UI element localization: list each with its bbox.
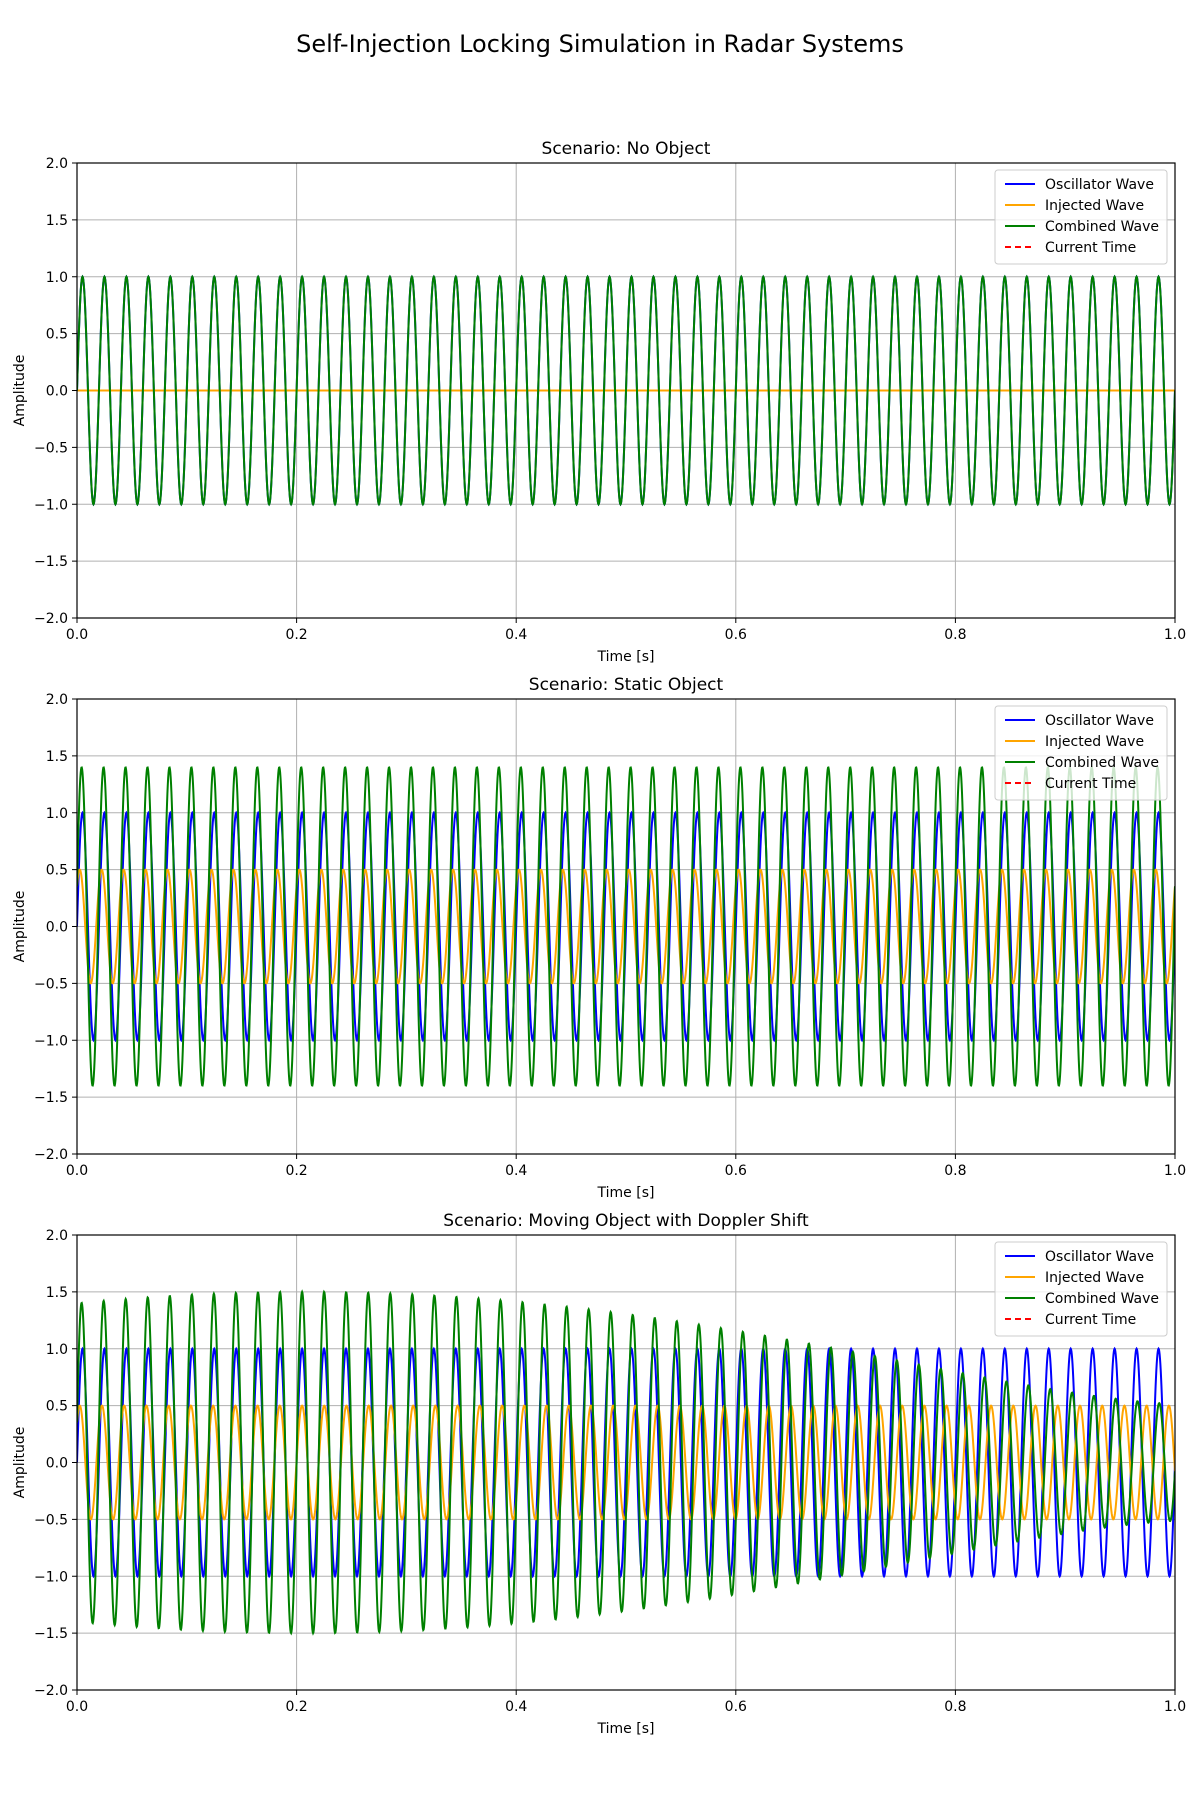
static-object-x-tick-label: 0.2 bbox=[285, 1163, 307, 1179]
moving-object-legend-label-oscillator-wave: Oscillator Wave bbox=[1045, 1249, 1154, 1265]
moving-object-combined-wave-line bbox=[77, 1289, 1175, 1636]
moving-object-x-tick-label: 0.8 bbox=[944, 1699, 966, 1715]
subplot-moving-object: 0.0 0.2 0.4 0.6 0.8 1.0 −2.0 −1.5 −1.0 −0.5 0.0 0.5… bbox=[12, 1211, 1186, 1737]
moving-object-x-tick-label: 0.4 bbox=[505, 1699, 527, 1715]
no-object-y-axis-label: Amplitude bbox=[12, 355, 28, 427]
static-object-y-tick-label: −1.0 bbox=[34, 1033, 68, 1049]
static-object-y-axis-label: Amplitude bbox=[12, 891, 28, 963]
static-object-y-tick-label: −2.0 bbox=[34, 1147, 68, 1163]
no-object-y-tick-label: −1.0 bbox=[34, 497, 68, 513]
moving-object-oscillator-wave-line bbox=[77, 1346, 1175, 1579]
moving-object-y-tick-label: 2.0 bbox=[46, 1228, 68, 1244]
no-object-legend: Oscillator Wave Injected Wave Combined Wav… bbox=[994, 169, 1168, 265]
moving-object-y-tick-label: 0.5 bbox=[46, 1399, 68, 1415]
static-object-legend-label-oscillator-wave: Oscillator Wave bbox=[1045, 713, 1154, 729]
no-object-x-tick-label: 0.0 bbox=[66, 627, 88, 643]
figure-title: Self-Injection Locking Simulation in Rad… bbox=[296, 30, 904, 58]
no-object-y-tick-label: 0.0 bbox=[46, 384, 68, 400]
no-object-x-axis-label: Time [s] bbox=[597, 649, 655, 665]
no-object-y-tick-label: 0.5 bbox=[46, 327, 68, 343]
static-object-y-tick-label: −1.5 bbox=[34, 1090, 68, 1106]
static-object-x-tick-label: 0.4 bbox=[505, 1163, 527, 1179]
moving-object-legend-box bbox=[994, 1241, 1168, 1337]
no-object-x-tick-label: 1.0 bbox=[1164, 627, 1186, 643]
static-object-y-tick-label: 0.0 bbox=[46, 920, 68, 936]
static-object-x-tick-label: 0.0 bbox=[66, 1163, 88, 1179]
moving-object-legend: Oscillator Wave Injected Wave Combined Wav… bbox=[994, 1241, 1168, 1337]
moving-object-y-tick-label: 1.5 bbox=[46, 1285, 68, 1301]
no-object-y-tick-label: −0.5 bbox=[34, 440, 68, 456]
static-object-x-tick-label: 0.8 bbox=[944, 1163, 966, 1179]
static-object-y-tick-label: −0.5 bbox=[34, 976, 68, 992]
static-object-y-tick-label: 2.0 bbox=[46, 692, 68, 708]
subplot-no-object: 0.0 0.2 0.4 0.6 0.8 1.0 −2.0 −1.5 −1.0 −0.5 0.0 0.5… bbox=[12, 139, 1186, 665]
no-object-y-tick-label: −1.5 bbox=[34, 554, 68, 570]
no-object-combined-wave-line bbox=[77, 274, 1175, 507]
moving-object-series-lines bbox=[77, 1289, 1175, 1636]
no-object-legend-label-current-time: Current Time bbox=[1045, 240, 1136, 256]
moving-object-y-tick-label: 0.0 bbox=[46, 1456, 68, 1472]
no-object-legend-box bbox=[994, 169, 1168, 265]
no-object-title: Scenario: No Object bbox=[542, 139, 711, 159]
no-object-x-tick-label: 0.8 bbox=[944, 627, 966, 643]
moving-object-legend-label-current-time: Current Time bbox=[1045, 1312, 1136, 1328]
no-object-x-tick-label: 0.4 bbox=[505, 627, 527, 643]
no-object-legend-label-combined-wave: Combined Wave bbox=[1045, 219, 1159, 235]
static-object-title: Scenario: Static Object bbox=[529, 675, 724, 695]
moving-object-y-tick-label: −1.5 bbox=[34, 1626, 68, 1642]
moving-object-x-tick-label: 0.6 bbox=[725, 1699, 747, 1715]
moving-object-y-tick-label: −1.0 bbox=[34, 1569, 68, 1585]
moving-object-y-tick-label: 1.0 bbox=[46, 1342, 68, 1358]
no-object-legend-label-injected-wave: Injected Wave bbox=[1045, 198, 1144, 214]
moving-object-y-axis-label: Amplitude bbox=[12, 1427, 28, 1499]
moving-object-title: Scenario: Moving Object with Doppler Shi… bbox=[443, 1211, 809, 1231]
no-object-legend-label-oscillator-wave: Oscillator Wave bbox=[1045, 177, 1154, 193]
subplot-static-object: 0.0 0.2 0.4 0.6 0.8 1.0 −2.0 −1.5 −1.0 −0.5 0.0 0.5… bbox=[12, 675, 1186, 1201]
moving-object-y-tick-label: −2.0 bbox=[34, 1683, 68, 1699]
no-object-x-tick-label: 0.6 bbox=[725, 627, 747, 643]
no-object-y-tick-label: 1.0 bbox=[46, 270, 68, 286]
moving-object-legend-label-injected-wave: Injected Wave bbox=[1045, 1270, 1144, 1286]
static-object-combined-wave-line bbox=[77, 766, 1175, 1087]
moving-object-y-tick-label: −0.5 bbox=[34, 1512, 68, 1528]
moving-object-x-tick-label: 0.2 bbox=[285, 1699, 307, 1715]
static-object-x-tick-label: 1.0 bbox=[1164, 1163, 1186, 1179]
no-object-y-tick-label: 1.5 bbox=[46, 213, 68, 229]
static-object-x-axis-label: Time [s] bbox=[597, 1185, 655, 1201]
no-object-x-tick-label: 0.2 bbox=[285, 627, 307, 643]
static-object-y-tick-label: 1.0 bbox=[46, 806, 68, 822]
static-object-legend-label-combined-wave: Combined Wave bbox=[1045, 755, 1159, 771]
static-object-legend-box bbox=[994, 705, 1168, 801]
static-object-y-tick-label: 0.5 bbox=[46, 863, 68, 879]
no-object-y-tick-label: 2.0 bbox=[46, 156, 68, 172]
static-object-legend-label-current-time: Current Time bbox=[1045, 776, 1136, 792]
moving-object-x-tick-label: 1.0 bbox=[1164, 1699, 1186, 1715]
moving-object-legend-label-combined-wave: Combined Wave bbox=[1045, 1291, 1159, 1307]
static-object-legend-label-injected-wave: Injected Wave bbox=[1045, 734, 1144, 750]
moving-object-x-axis-label: Time [s] bbox=[597, 1721, 655, 1737]
moving-object-x-tick-label: 0.0 bbox=[66, 1699, 88, 1715]
static-object-x-tick-label: 0.6 bbox=[725, 1163, 747, 1179]
static-object-legend: Oscillator Wave Injected Wave Combined Wav… bbox=[994, 705, 1168, 801]
no-object-series-lines bbox=[77, 274, 1175, 507]
static-object-series-lines bbox=[77, 766, 1175, 1087]
static-object-y-tick-label: 1.5 bbox=[46, 749, 68, 765]
no-object-y-tick-label: −2.0 bbox=[34, 611, 68, 627]
